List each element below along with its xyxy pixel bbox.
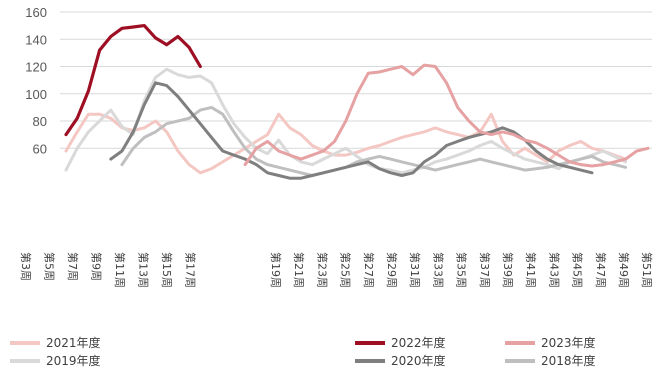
- x-category-label: 第43周: [547, 252, 561, 288]
- x-category-label: 第33周: [431, 252, 445, 288]
- x-category-label: 第11周: [113, 252, 127, 288]
- x-category-label: 第41周: [524, 252, 538, 288]
- x-category-label: 第39周: [501, 252, 515, 288]
- legend-item-2020年度: 2020年度: [355, 353, 446, 368]
- y-tick-label: 140: [25, 32, 47, 47]
- x-category-label: 第47周: [594, 252, 608, 288]
- series-line-2018年度: [120, 105, 628, 177]
- x-category-label: 第37周: [478, 252, 492, 288]
- legend-item-2022年度: 2022年度: [355, 335, 446, 350]
- series-line-2020年度: [109, 81, 594, 180]
- y-tick-label: 100: [25, 87, 47, 102]
- y-tick-label: 160: [25, 5, 47, 20]
- legend-item-2021年度: 2021年度: [10, 335, 101, 350]
- y-axis-tick-labels: 60 80 100 120 140 160: [25, 5, 47, 156]
- legend-label: 2019年度: [46, 353, 101, 368]
- legend-label: 2023年度: [541, 335, 596, 350]
- x-axis-category-labels: 第3周 第5周 第7周 第9周 第11周 第13周 第15周 第17周 第19周 第21周 第23周…: [19, 252, 654, 288]
- x-category-label: 第21周: [292, 252, 306, 288]
- legend-item-2023年度: 2023年度: [505, 335, 596, 350]
- x-category-label: 第9周: [90, 252, 104, 281]
- legend-label: 2020年度: [391, 353, 446, 368]
- x-category-label: 第19周: [269, 252, 283, 288]
- x-category-label: 第45周: [571, 252, 585, 288]
- x-category-label: 第17周: [184, 252, 198, 288]
- y-tick-label: 60: [33, 141, 47, 156]
- x-category-label: 第7周: [66, 252, 80, 281]
- legend-item-2019年度: 2019年度: [10, 353, 101, 368]
- legend-label: 2022年度: [391, 335, 446, 350]
- legend-label: 2018年度: [541, 353, 596, 368]
- series-line-2023年度: [243, 63, 650, 168]
- series-line-2022年度: [64, 24, 202, 137]
- x-category-label: 第31周: [408, 252, 422, 288]
- x-category-label: 第25周: [339, 252, 353, 288]
- y-tick-label: 120: [25, 60, 47, 75]
- x-category-label: 第35周: [455, 252, 469, 288]
- x-category-label: 第23周: [315, 252, 329, 288]
- x-category-label: 第5周: [43, 252, 57, 281]
- x-category-label: 第3周: [19, 252, 33, 281]
- legend-item-2018年度: 2018年度: [505, 353, 596, 368]
- legend-label: 2021年度: [46, 335, 101, 350]
- x-category-label: 第29周: [385, 252, 399, 288]
- legend: 2021年度 2022年度 2023年度 2019年度 2020年度 2018年度: [10, 335, 596, 368]
- series-lines: [64, 24, 650, 180]
- x-category-label: 第15周: [160, 252, 174, 288]
- series-line-2019年度: [64, 67, 628, 175]
- x-category-label: 第27周: [362, 252, 376, 288]
- series-line-2021年度: [64, 112, 628, 175]
- y-tick-label: 80: [33, 114, 47, 129]
- x-category-label: 第49周: [617, 252, 631, 288]
- x-category-label: 第51周: [640, 252, 654, 288]
- x-category-label: 第13周: [137, 252, 151, 288]
